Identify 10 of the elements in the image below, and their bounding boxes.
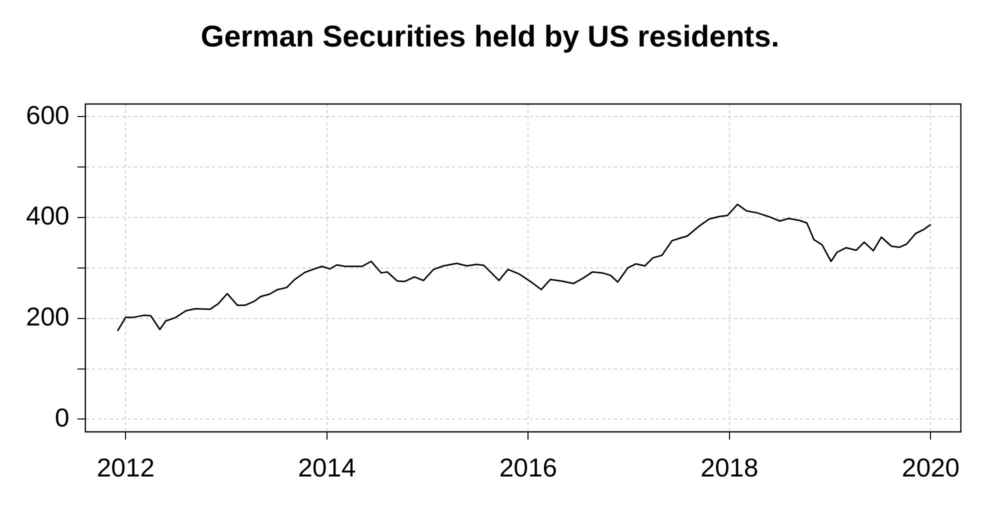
y-tick-label: 400 (26, 200, 70, 231)
x-tick-label: 2016 (499, 452, 558, 483)
y-tick-label: 0 (54, 402, 70, 432)
x-tick-label: 2014 (298, 452, 356, 483)
x-tick-label: 2018 (700, 452, 758, 483)
y-tick-label: 600 (26, 100, 70, 130)
chart-title: German Securities held by US residents. (200, 20, 780, 54)
x-tick-label: 2012 (96, 452, 155, 483)
y-tick-label: 200 (26, 302, 70, 332)
x-tick-label: 2020 (902, 452, 960, 483)
